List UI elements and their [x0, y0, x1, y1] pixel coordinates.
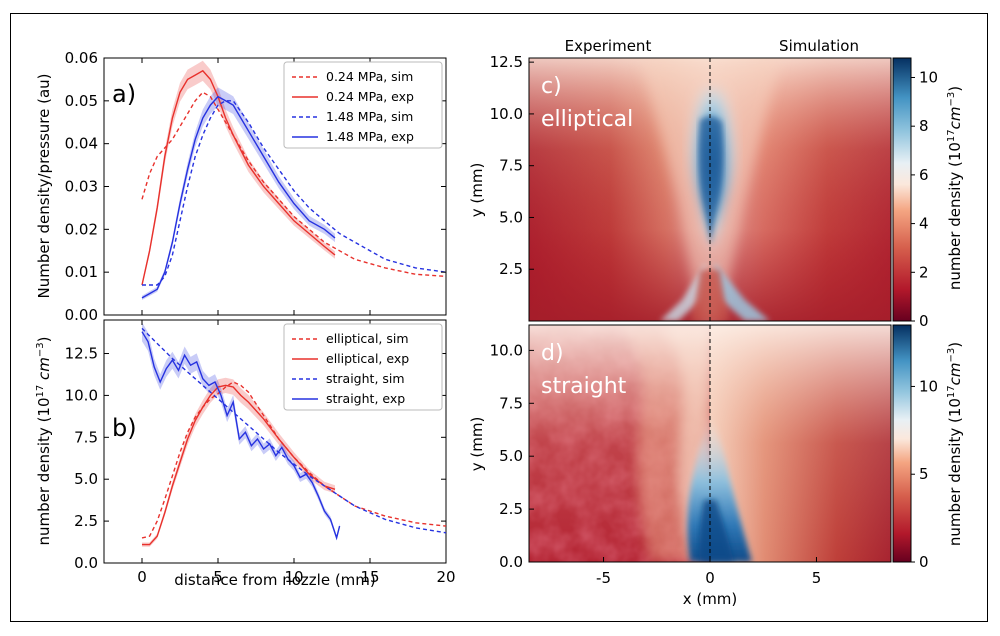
panel-d-label: d)	[541, 341, 564, 366]
figure-frame	[10, 13, 988, 622]
panel-b-ytick-label-1: 2.5	[74, 512, 98, 530]
panel-a-legend-label-3: 1.48 MPa, exp	[326, 129, 414, 144]
panel-c-title-simulation: Simulation	[779, 37, 859, 55]
panel-b-axes	[103, 319, 447, 564]
panel-b-legend-label-1: elliptical, exp	[326, 351, 409, 366]
panel-a-legend-label-2: 1.48 MPa, sim	[326, 109, 413, 124]
panel-d-xtick-label-0: -5	[596, 569, 611, 587]
panel-d-cbar-tick-label-2: 10	[919, 377, 938, 395]
panel-c-ytick-label-1: 5.0	[499, 208, 523, 226]
panel-b-xtick-label-1: 5	[213, 568, 223, 586]
panel-a-legend-label-0: 0.24 MPa, sim	[326, 69, 413, 84]
panel-c-ytick-label-0: 2.5	[499, 260, 523, 278]
panel-a-series-1	[141, 69, 336, 286]
panel-c-annotation: elliptical	[541, 107, 633, 132]
panel-d-ytick-label-2: 5.0	[499, 447, 523, 465]
panel-c-cbar-tick-label-5: 10	[919, 68, 938, 86]
panel-d-xlabel: x (mm)	[683, 590, 738, 608]
panel-a-ytick-label-3: 0.03	[65, 178, 98, 196]
panel-c-cbar-tick-label-1: 2	[919, 263, 929, 281]
panel-d-cbar-tick-label-1: 5	[919, 465, 929, 483]
panel-d-annotation: straight	[541, 374, 627, 399]
panel-a-series-3	[141, 95, 336, 299]
panel-b-label: b)	[112, 414, 137, 442]
panel-b-ytick-label-3: 7.5	[74, 428, 98, 446]
panel-a-ytick-label-6: 0.06	[65, 49, 98, 67]
panel-b-plot: 0 5 10 15 20 0.0 2.5 5.0 7.5 10.0 12.5 b) number d…	[35, 319, 456, 589]
panel-c-ytick-label-4: 12.5	[490, 53, 523, 71]
panel-a-ytick-label-0: 0.00	[65, 306, 98, 324]
panel-b-series-2	[141, 327, 447, 534]
panel-a-ytick-label-2: 0.02	[65, 220, 98, 238]
panel-a-legend-frame	[283, 61, 443, 149]
panel-c-cbar-tick-label-4: 8	[919, 117, 929, 135]
panel-c-colorbar-label: number density (1017cm−3)	[946, 86, 964, 290]
panel-a-legend: 0.24 MPa, sim 0.24 MPa, exp 1.48 MPa, sim 1…	[283, 61, 443, 149]
panel-d-xtick-label-1: 0	[705, 569, 715, 587]
panel-b-legend-frame	[283, 323, 443, 411]
panel-b-ytick-label-0: 0.0	[74, 554, 98, 572]
panel-b-legend-label-2: straight, sim	[326, 371, 405, 386]
panel-b-series-3	[141, 331, 341, 541]
panel-c-ytick-label-3: 10.0	[490, 105, 523, 123]
panel-d-ylabel: y (mm)	[468, 417, 486, 472]
panel-d-ytick-label-0: 0.0	[499, 553, 523, 571]
panel-b-ytick-label-5: 12.5	[65, 345, 98, 363]
panel-c-cbar-tick-label-0: 0	[919, 312, 929, 330]
panel-b-legend-label-3: straight, exp	[326, 391, 405, 406]
panel-a-label: a)	[112, 80, 136, 108]
panel-c-label: c)	[541, 74, 562, 99]
panel-c-ylabel: y (mm)	[468, 163, 486, 218]
panel-c-cbar-tick-label-3: 6	[919, 166, 929, 184]
panel-b-xtick-label-2: 10	[284, 568, 303, 586]
panel-b-ytick-label-4: 10.0	[65, 386, 98, 404]
panel-d-colorbar-label: number density (1017cm−3)	[946, 342, 964, 546]
panel-a-ytick-label-1: 0.01	[65, 263, 98, 281]
panel-a-plot: 0.00 0.01 0.02 0.03 0.04 0.05 0.06 a) Number d…	[35, 49, 447, 324]
panel-a-ytick-label-4: 0.04	[65, 135, 98, 153]
panel-a-series-0	[141, 91, 447, 278]
panel-a-ylabel: Number density/pressure (au)	[35, 73, 53, 298]
panel-b-xtick-label-0: 0	[137, 568, 147, 586]
panel-c-title-experiment: Experiment	[565, 37, 652, 55]
panel-d-ytick-label-1: 2.5	[499, 500, 523, 518]
panel-a-ytick-label-5: 0.05	[65, 92, 98, 110]
panel-c-colorbar	[892, 57, 912, 322]
panel-b-xlabel: distance from nozzle (mm)	[174, 571, 376, 589]
panel-d-ytick-label-4: 10.0	[490, 341, 523, 359]
panel-b-legend: elliptical, sim elliptical, exp straight, …	[283, 323, 443, 411]
panel-b-legend-label-0: elliptical, sim	[326, 331, 409, 346]
panel-d-ytick-label-3: 7.5	[499, 394, 523, 412]
panel-b-ytick-label-2: 5.0	[74, 470, 98, 488]
panel-a-legend-label-1: 0.24 MPa, exp	[326, 89, 414, 104]
panel-b-ylabel: number density (1017 cm−3)	[35, 337, 53, 546]
panel-b-xtick-label-4: 20	[436, 568, 455, 586]
panel-d-xtick-label-2: 5	[812, 569, 822, 587]
panel-c-ytick-label-2: 7.5	[499, 157, 523, 175]
panel-d-colorbar	[892, 324, 912, 563]
panel-c-cbar-tick-label-2: 4	[919, 215, 929, 233]
panel-a-series-2	[142, 100, 447, 286]
panel-d-cbar-tick-label-0: 0	[919, 553, 929, 571]
panel-b-xtick-label-3: 15	[360, 568, 379, 586]
panel-c-heatmap	[529, 58, 891, 321]
